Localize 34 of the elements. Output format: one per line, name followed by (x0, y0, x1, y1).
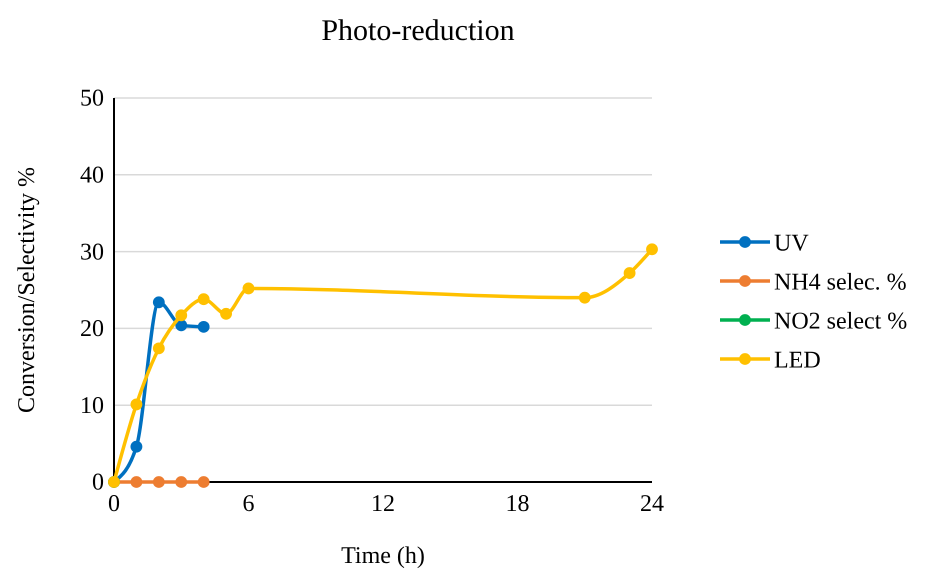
point (220, 308, 232, 320)
point (130, 440, 142, 453)
x-tick-label: 24 (640, 491, 664, 518)
y-tick-label: 40 (80, 162, 104, 188)
point (152, 296, 165, 308)
point (198, 476, 210, 488)
point (130, 398, 142, 410)
point (646, 243, 658, 256)
legend-label: UV (774, 230, 810, 256)
x-tick-label: 6 (242, 491, 254, 518)
point (198, 320, 210, 333)
x-tick-label: 18 (506, 491, 530, 518)
x-axis-title: Time (h) (341, 543, 425, 569)
point (198, 293, 210, 306)
point (175, 476, 188, 488)
x-tick-label: 12 (371, 491, 395, 518)
x-tick-label: 0 (108, 491, 120, 518)
point (130, 476, 142, 488)
y-axis-title: Conversion/Selectivity % (14, 167, 40, 413)
y-tick-label: 30 (80, 239, 104, 266)
y-tick-label: 20 (80, 316, 104, 342)
point (152, 342, 165, 354)
chart-title: Photo-reduction (321, 14, 515, 47)
point (242, 282, 254, 294)
legend-label: LED (774, 347, 821, 374)
point (175, 309, 188, 322)
y-tick-label: 0 (92, 470, 104, 496)
legend-label: NH4 selec. % (774, 269, 907, 296)
y-tick-label: 10 (80, 392, 104, 419)
point (152, 476, 165, 488)
legend-label: NO2 select % (774, 308, 908, 334)
point (578, 292, 591, 304)
point (624, 267, 636, 280)
y-tick-label: 50 (80, 86, 104, 112)
